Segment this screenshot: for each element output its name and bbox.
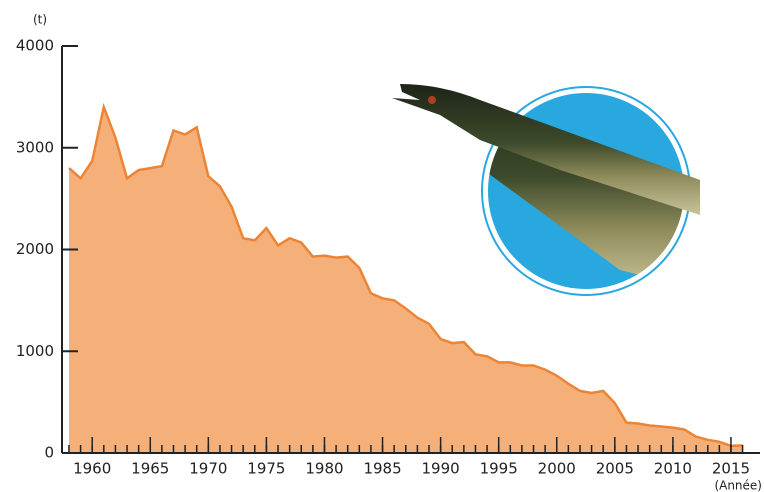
- x-tick-label: 1980: [305, 460, 343, 478]
- y-tick-label: 3000: [16, 138, 54, 156]
- page: {"chart_data": {"type": "area", "y_unit"…: [0, 0, 764, 492]
- x-tick-label: 2010: [654, 460, 692, 478]
- x-tick-label: 1970: [189, 460, 227, 478]
- x-tick-label: 2015: [712, 460, 750, 478]
- x-tick-label: 1960: [73, 460, 111, 478]
- eel-illustration: [392, 84, 700, 295]
- chart: 0 1000 2000 3000 4000 1960 1965 1970 1975 1980 198…: [0, 0, 764, 492]
- y-tick-label: 2000: [16, 240, 54, 258]
- y-tick-label: 1000: [16, 342, 54, 360]
- y-tick-label: 0: [44, 444, 54, 462]
- x-unit: (Année): [714, 479, 762, 492]
- x-tick-label: 1985: [363, 460, 401, 478]
- y-unit: (t): [33, 13, 47, 27]
- x-tick-label: 2005: [596, 460, 634, 478]
- y-tick-label: 4000: [16, 37, 54, 55]
- x-tick-label: 1975: [247, 460, 285, 478]
- x-tick-label: 1990: [422, 460, 460, 478]
- x-tick-label: 2000: [538, 460, 576, 478]
- x-tick-label: 1965: [131, 460, 169, 478]
- x-tick-label: 1995: [480, 460, 518, 478]
